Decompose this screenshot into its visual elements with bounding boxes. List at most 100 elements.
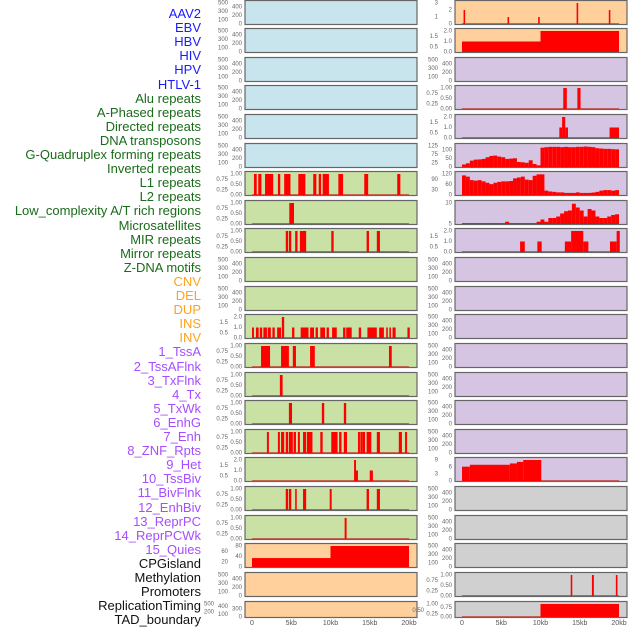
y-tick-label: 100: [428, 303, 439, 309]
data-bar: [516, 223, 521, 224]
data-bar: [497, 182, 502, 196]
track-panel-15-right: 0 100 200 300 400 500: [409, 400, 629, 428]
data-bar: [376, 231, 380, 253]
track-panel-3-right: 0 100 200 300 400 500: [409, 56, 629, 84]
panel-plot: 0.0 0.5 1.0 1.5 2.0: [430, 28, 628, 56]
y-tick-label: 100: [428, 360, 439, 366]
data-bar: [513, 157, 517, 167]
data-bar: [524, 179, 529, 196]
y-tick-label: 1.5: [430, 34, 439, 40]
y-tick-label: 0.50: [230, 354, 242, 360]
track-panel-17-right: 0 3 6 9: [409, 457, 629, 485]
panel-background: [454, 571, 628, 597]
y-tick-label: 0: [239, 164, 243, 170]
y-tick-label: 120: [442, 172, 453, 178]
y-tick-label: 0.5: [430, 130, 439, 136]
data-bar: [564, 146, 568, 167]
y-tick-label: 0.00: [230, 193, 242, 199]
y-tick-label: 0: [239, 21, 243, 27]
y-tick-label: 400: [442, 319, 453, 325]
data-bar: [329, 489, 332, 511]
y-tick-label: 200: [442, 356, 453, 362]
data-bar: [524, 162, 529, 167]
track-panel-10-left: 0 100 200 300 400 500: [199, 256, 419, 285]
y-tick-label: 1.00: [230, 401, 242, 407]
y-tick-label: 500: [218, 286, 229, 292]
y-tick-label: 0.00: [440, 593, 452, 599]
data-bar: [603, 148, 608, 167]
data-bar: [310, 345, 315, 367]
y-tick-label: 0: [239, 593, 243, 599]
data-bar: [571, 231, 584, 253]
y-tick-label: 400: [442, 61, 453, 67]
track-label: Methylation: [134, 570, 201, 585]
y-tick-label: 200: [442, 270, 453, 276]
track-label: Mirror repeats: [120, 245, 201, 261]
y-tick-label: 500: [204, 601, 215, 607]
x-tick-label: 5kb: [285, 620, 297, 627]
track-panel-20-right: 0 100 200 300 400 500: [409, 543, 629, 571]
data-bar: [265, 174, 274, 196]
data-bar: [528, 223, 533, 224]
panel-background: [244, 285, 418, 311]
y-tick-label: 500: [218, 29, 229, 35]
track-label: 12_EnhBiv: [138, 499, 201, 515]
track-panel-1-left: 0 100 200 300 400 500: [199, 0, 419, 27]
y-tick-label: 0.50: [230, 526, 242, 532]
y-tick-label: 0.25: [426, 611, 438, 617]
y-tick-label: 0.00: [230, 221, 242, 227]
data-bar: [320, 431, 323, 453]
y-tick-label: 30: [431, 187, 438, 193]
data-bar: [509, 181, 514, 196]
y-tick-label: 400: [232, 4, 243, 10]
data-bar: [462, 164, 466, 167]
data-bar: [520, 241, 525, 253]
data-bar: [288, 431, 293, 453]
panel-background: [454, 256, 628, 283]
data-bar: [583, 216, 588, 224]
y-tick-label: 200: [442, 442, 453, 448]
x-tick-label: 10kb: [532, 620, 549, 627]
track-label: 1_TssA: [158, 344, 201, 360]
track-panel-22-left: 0 100 200 300 400 500: [199, 600, 419, 620]
y-tick-label: 100: [428, 532, 439, 538]
y-tick-label: 200: [442, 385, 453, 391]
y-tick-label: 100: [442, 147, 453, 153]
data-bar: [330, 546, 409, 568]
y-tick-label: 0.5: [220, 474, 229, 480]
data-bar: [322, 174, 329, 196]
y-tick-label: 100: [218, 589, 229, 595]
y-tick-label: 100: [218, 17, 229, 23]
track-panel-9-left: 0.00 0.25 0.50 0.75 1.00: [199, 228, 419, 256]
data-bar: [366, 231, 369, 253]
track-panel-19-right: 0 100 200 300 400 500: [409, 514, 629, 542]
y-tick-label: 1.5: [220, 320, 229, 326]
data-bar: [615, 574, 618, 596]
data-bar: [310, 327, 315, 339]
data-bar: [536, 174, 541, 196]
panel-plot: 0.000.250.500.751.00: [216, 400, 418, 428]
y-tick-label: 0.75: [216, 234, 228, 240]
data-bar: [493, 155, 498, 167]
track-panel-15-left: 0.00 0.25 0.50 0.75 1.00: [199, 400, 419, 428]
y-tick-label: 2: [449, 7, 453, 13]
data-bar: [532, 163, 537, 167]
y-tick-label: 0.25: [426, 102, 438, 108]
y-tick-label: 0: [449, 336, 453, 342]
y-tick-label: 300: [428, 409, 439, 415]
data-bar: [285, 231, 289, 253]
y-tick-label: 200: [442, 327, 453, 333]
y-tick-label: 500: [218, 57, 229, 63]
track-panel-6-left: 0 100 200 300 400 500: [199, 142, 419, 170]
y-tick-label: 500: [428, 315, 439, 321]
track-panel-7-right: 0 30 60 90 120: [409, 171, 629, 199]
panel-plot: 0.0 0.5 1.0 1.5 2.0: [430, 113, 628, 141]
track-label: Directed repeats: [105, 118, 201, 134]
y-tick-label: 0: [239, 565, 243, 571]
data-bar: [481, 223, 486, 224]
